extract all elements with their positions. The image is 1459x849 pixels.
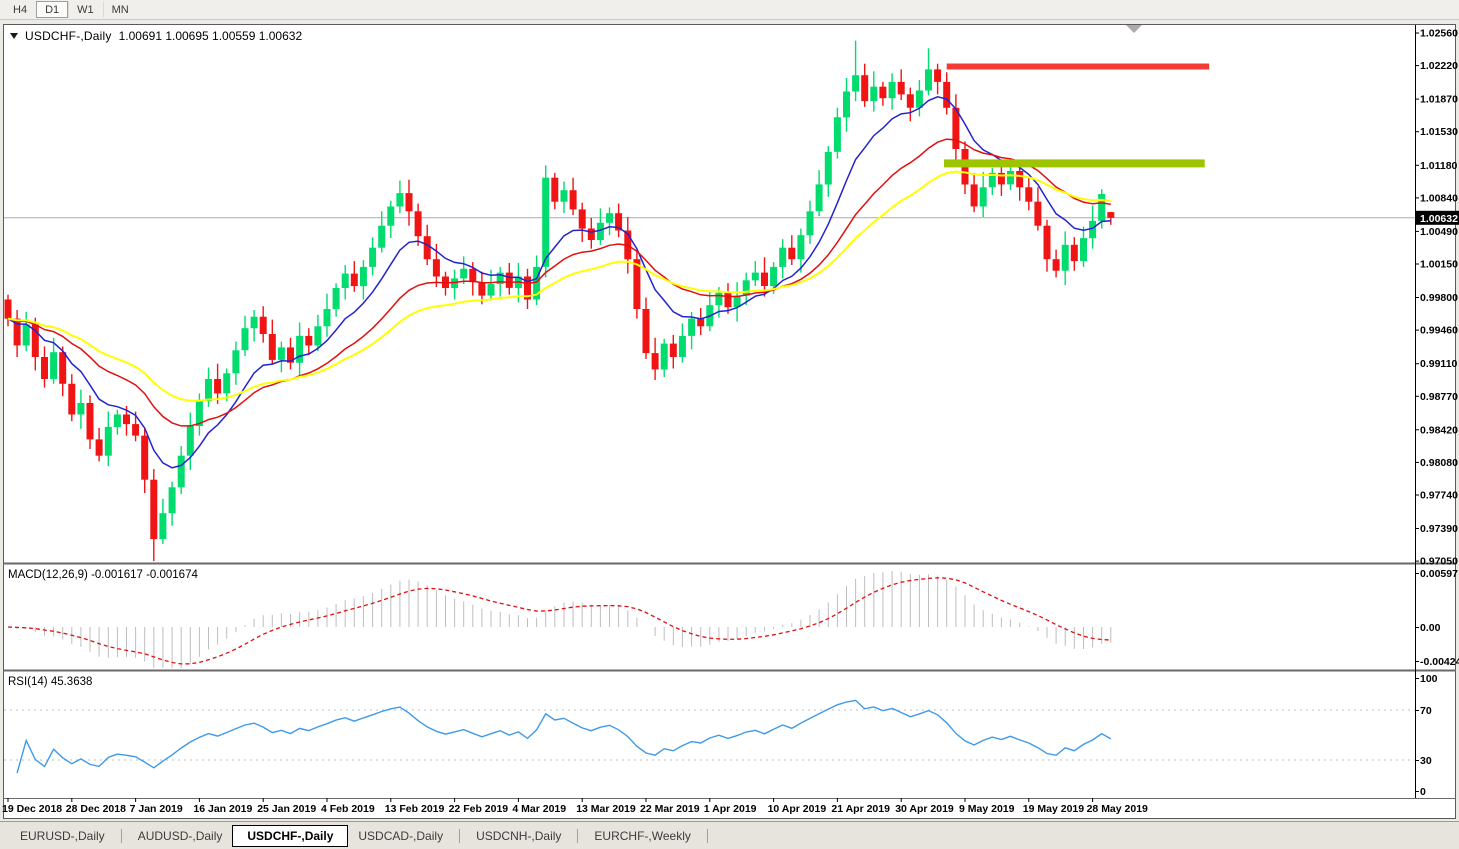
macd-label: MACD(12,26,9) -0.001617 -0.001674 <box>8 569 198 581</box>
svg-text:1 Apr 2019: 1 Apr 2019 <box>704 803 757 815</box>
price-axis[interactable] <box>1415 26 1459 796</box>
svg-text:0.99460: 0.99460 <box>1420 325 1458 337</box>
svg-text:30 Apr 2019: 30 Apr 2019 <box>895 803 954 815</box>
tab-usdchf-daily[interactable]: USDCHF-,Daily <box>232 824 349 847</box>
svg-text:0.98420: 0.98420 <box>1420 424 1458 436</box>
timeframe-button-h4[interactable]: H4 <box>4 1 36 18</box>
svg-text:4 Mar 2019: 4 Mar 2019 <box>512 803 566 815</box>
svg-text:13 Mar 2019: 13 Mar 2019 <box>576 803 636 815</box>
macd-panel[interactable] <box>4 566 1414 669</box>
chart-window[interactable] <box>3 24 1456 819</box>
tab-eurusd-daily[interactable]: EURUSD-,Daily <box>20 828 105 843</box>
timeframe-button-mn[interactable]: MN <box>102 1 138 18</box>
timeframe-button-w1[interactable]: W1 <box>68 1 103 18</box>
rsi-panel[interactable] <box>4 673 1414 797</box>
date-axis[interactable] <box>4 799 1414 818</box>
tab-separator <box>577 828 579 843</box>
scroll-end-marker-icon[interactable] <box>1126 25 1142 33</box>
panel-separator[interactable] <box>4 668 1456 673</box>
chart-tab-bar: EURUSD-,Daily AUDUSD-,Daily USDCHF-,Dail… <box>0 821 1459 849</box>
svg-text:0.97740: 0.97740 <box>1420 490 1458 502</box>
svg-text:1.00490: 1.00490 <box>1420 226 1458 238</box>
panel-separator[interactable] <box>4 561 1456 566</box>
svg-text:100: 100 <box>1420 673 1438 685</box>
svg-text:0.99110: 0.99110 <box>1420 358 1458 370</box>
tab-separator <box>706 828 708 843</box>
timeframe-toolbar: H4 D1 W1 MN <box>0 0 1459 20</box>
chart-symbol-label: USDCHF-,Daily <box>25 29 112 43</box>
svg-text:1.02560: 1.02560 <box>1420 28 1458 40</box>
svg-text:0: 0 <box>1420 786 1426 798</box>
svg-text:0.97050: 0.97050 <box>1420 556 1458 568</box>
tab-separator <box>459 828 461 843</box>
svg-text:28 Dec 2018: 28 Dec 2018 <box>66 803 126 815</box>
svg-text:4 Feb 2019: 4 Feb 2019 <box>321 803 375 815</box>
tab-separator <box>120 828 122 843</box>
svg-text:10 Apr 2019: 10 Apr 2019 <box>768 803 827 815</box>
svg-text:25 Jan 2019: 25 Jan 2019 <box>257 803 316 815</box>
chart-title: USDCHF-,Daily 1.00691 1.00695 1.00559 1.… <box>10 29 302 43</box>
svg-text:30: 30 <box>1420 755 1432 767</box>
svg-text:1.00150: 1.00150 <box>1420 259 1458 271</box>
tab-eurchf-weekly[interactable]: EURCHF-,Weekly <box>594 828 691 843</box>
svg-text:1.01180: 1.01180 <box>1420 160 1458 172</box>
tab-usdcad-daily[interactable]: USDCAD-,Daily <box>358 828 444 843</box>
svg-text:0.00: 0.00 <box>1420 622 1441 634</box>
svg-text:9 May 2019: 9 May 2019 <box>959 803 1015 815</box>
svg-text:7 Jan 2019: 7 Jan 2019 <box>130 803 183 815</box>
svg-text:0.97390: 0.97390 <box>1420 523 1458 535</box>
svg-text:-0.00424: -0.00424 <box>1420 656 1459 668</box>
svg-text:0.98770: 0.98770 <box>1420 391 1458 403</box>
svg-text:1.01530: 1.01530 <box>1420 126 1458 138</box>
svg-text:13 Feb 2019: 13 Feb 2019 <box>385 803 445 815</box>
tab-audusd-daily[interactable]: AUDUSD-,Daily <box>137 828 223 843</box>
timeframe-button-d1[interactable]: D1 <box>36 1 69 18</box>
svg-text:0.99800: 0.99800 <box>1420 292 1458 304</box>
price-panel[interactable] <box>4 26 1414 562</box>
svg-text:22 Feb 2019: 22 Feb 2019 <box>449 803 509 815</box>
svg-text:21 Apr 2019: 21 Apr 2019 <box>831 803 890 815</box>
svg-text:1.00632: 1.00632 <box>1420 213 1458 225</box>
svg-text:22 Mar 2019: 22 Mar 2019 <box>640 803 700 815</box>
svg-text:1.02220: 1.02220 <box>1420 60 1458 72</box>
svg-text:28 May 2019: 28 May 2019 <box>1087 803 1148 815</box>
svg-text:1.00840: 1.00840 <box>1420 192 1458 204</box>
svg-text:70: 70 <box>1420 705 1432 717</box>
chart-collapse-icon[interactable] <box>10 33 18 39</box>
tab-usdcnh-daily[interactable]: USDCNH-,Daily <box>476 828 562 843</box>
rsi-label: RSI(14) 45.3638 <box>8 676 93 688</box>
svg-text:1.01870: 1.01870 <box>1420 94 1458 106</box>
chart-ohlc-values: 1.00691 1.00695 1.00559 1.00632 <box>118 29 303 43</box>
svg-text:16 Jan 2019: 16 Jan 2019 <box>193 803 252 815</box>
svg-text:19 Dec 2018: 19 Dec 2018 <box>2 803 62 815</box>
svg-text:0.98080: 0.98080 <box>1420 457 1458 469</box>
svg-text:19 May 2019: 19 May 2019 <box>1023 803 1084 815</box>
svg-text:0.00597: 0.00597 <box>1420 568 1458 580</box>
